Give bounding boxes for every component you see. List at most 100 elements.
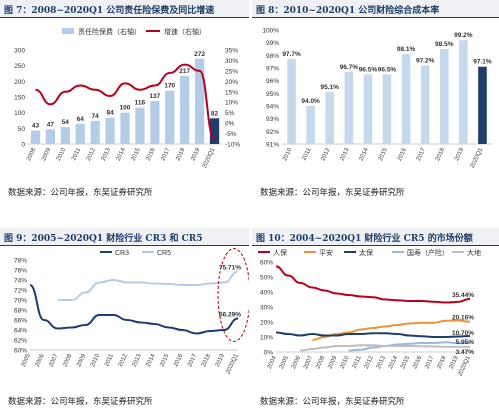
series-line <box>300 344 471 352</box>
x-tick-label: 2017 <box>160 147 171 162</box>
x-tick-label: 2017 <box>187 353 198 368</box>
bar-value-label: 100 <box>120 105 131 112</box>
concentration-chart: CR3 CR5 60% 62% 64% 66% 68% 70% 72% 74% 76% 78% 75.7… <box>14 248 249 375</box>
bar-value-label: 99.2% <box>454 32 473 39</box>
x-tick-label: 2016 <box>173 353 184 368</box>
y-tick-label: 72% <box>14 288 27 295</box>
x-tick-label: 2008 <box>315 355 326 370</box>
x-tick-label: 2019 <box>215 353 226 368</box>
y2-tick-label: -5% <box>225 131 237 138</box>
legend-label: 平安 <box>319 248 333 257</box>
x-tick-label: 2004 <box>267 355 278 370</box>
y-tick-label: 98% <box>266 53 279 60</box>
x-tick-label: 2013 <box>340 147 351 162</box>
bar <box>306 106 315 144</box>
x-tick-label: 2019 <box>190 147 201 162</box>
bar <box>180 76 190 144</box>
y-tick-label: 150 <box>14 95 25 102</box>
bar-value-label: 97.1% <box>473 59 492 66</box>
market-share-chart: 人保 平安 太保 国寿（产险） 大地 0% 10% 20% 30% 40% 50% 60% 35.44%… <box>258 248 481 377</box>
chart-source: 数据来源：公司年报，东吴证券研究所 <box>260 397 405 407</box>
series-line <box>275 265 471 304</box>
bar <box>60 127 70 144</box>
legend-label-cr5: CR5 <box>157 250 171 257</box>
series-line-cr5 <box>57 270 239 301</box>
bar-value-label: 43 <box>32 123 40 130</box>
x-tick-label: 2013 <box>132 353 143 368</box>
chart-source: 数据来源：公司年报，东吴证券研究所 <box>8 397 153 407</box>
chart-panel-cr3-cr5: 图 9：2005~2020Q1 财险行业 CR3 和 CR5 CR3 CR5 60%… <box>0 228 249 412</box>
bar <box>75 123 85 144</box>
bar <box>135 107 145 144</box>
chart-title: 图 8：2010~2020Q1 公司财险综合成本率 <box>256 6 440 16</box>
x-tick-label: 2018 <box>435 147 446 162</box>
y-tick-label: 96% <box>266 78 279 85</box>
y-tick-label: 60% <box>260 260 273 267</box>
y-tick-label: 95% <box>266 91 279 98</box>
y-tick-label: 99% <box>266 40 279 47</box>
x-tick-label: 2019 <box>449 355 460 370</box>
y-tick-label: 66% <box>14 318 27 325</box>
x-tick-label: 2011 <box>104 353 115 368</box>
bar-value-label: 98.5% <box>435 41 454 48</box>
x-tick-label: 2015 <box>378 147 389 162</box>
y-tick-label: 92% <box>266 129 279 136</box>
x-tick-label: 2012 <box>86 147 97 162</box>
legend-label: 大地 <box>467 248 481 257</box>
y2-tick-label: 0% <box>225 121 235 128</box>
x-tick-label: 2005 <box>21 353 32 368</box>
x-tick-label: 2006 <box>291 355 302 370</box>
bar-value-label: 217 <box>179 68 190 75</box>
y-tick-label: 76% <box>14 268 27 275</box>
x-tick-label: 2011 <box>302 147 313 162</box>
x-tick-label: 2010 <box>339 355 350 370</box>
premium-chart: 责任险保费（右轴） 增速（右轴） 0 50 100 150 200 250 300 -10% -5%… <box>14 27 240 169</box>
bar-value-label: 64 <box>77 116 85 123</box>
x-tick-label: 2005 <box>279 355 290 370</box>
bar <box>194 58 205 145</box>
bar-value-label: 96.7% <box>340 64 359 71</box>
x-tick-label: 2015 <box>159 353 170 368</box>
y-tick-label: 200 <box>14 79 25 86</box>
annotation-label: 35.44% <box>452 292 474 299</box>
x-tick-label: 2009 <box>41 147 52 162</box>
growth-line <box>35 63 216 141</box>
y-tick-label: 74% <box>14 278 27 285</box>
bar-value-label: 82 <box>211 110 219 117</box>
x-tick-label: 2009 <box>76 353 87 368</box>
x-tick-label: 2013 <box>101 147 112 162</box>
series-line <box>348 341 471 352</box>
legend-label-premium: 责任险保费（右轴） <box>78 27 141 36</box>
x-tick-label: 2016 <box>412 355 423 370</box>
x-tick-label: 2010 <box>56 147 67 162</box>
legend-swatch-premium <box>62 28 74 34</box>
x-tick-label: 2012 <box>364 355 375 370</box>
y-tick-label: 68% <box>14 308 27 315</box>
x-tick-label: 2006 <box>35 353 46 368</box>
bar-value-label: 74 <box>92 113 100 120</box>
y-tick-label: 50% <box>260 275 273 282</box>
y2-tick-label: -10% <box>225 142 240 149</box>
bar-value-label: 170 <box>164 83 175 90</box>
x-tick-label: 2014 <box>388 355 399 370</box>
x-tick-label: 2018 <box>201 353 212 368</box>
bar <box>209 118 220 144</box>
bar-value-label: 97.7% <box>282 51 301 58</box>
annotation-label: 5.95% <box>456 339 475 346</box>
y2-tick-label: 25% <box>225 68 238 75</box>
y2-tick-label: 5% <box>225 110 235 117</box>
x-tick-label: 2014 <box>116 147 127 162</box>
bar <box>287 59 296 145</box>
legend-label: 太保 <box>359 248 373 257</box>
bar-value-label: 84 <box>106 110 114 117</box>
y-tick-label: 70% <box>14 298 27 305</box>
chart-panel-premiums: 图 7：2008~2020Q1 公司责任险保费及同比增速 责任险保费（右轴） 增速… <box>0 0 249 200</box>
y-tick-label: 30% <box>260 305 273 312</box>
y-tick-label: 100% <box>262 28 279 35</box>
chart-source: 数据来源：公司年报，东吴证券研究所 <box>8 188 153 198</box>
chart-panel-combined-ratio: 图 8：2010~2020Q1 公司财险综合成本率 91% 92% 93% 94% 95… <box>252 0 499 200</box>
bar-value-label: 272 <box>194 51 205 58</box>
panel-header: 图 8：2010~2020Q1 公司财险综合成本率 <box>252 0 499 18</box>
bar <box>382 74 392 144</box>
bar-value-label: 96.5% <box>359 66 378 73</box>
